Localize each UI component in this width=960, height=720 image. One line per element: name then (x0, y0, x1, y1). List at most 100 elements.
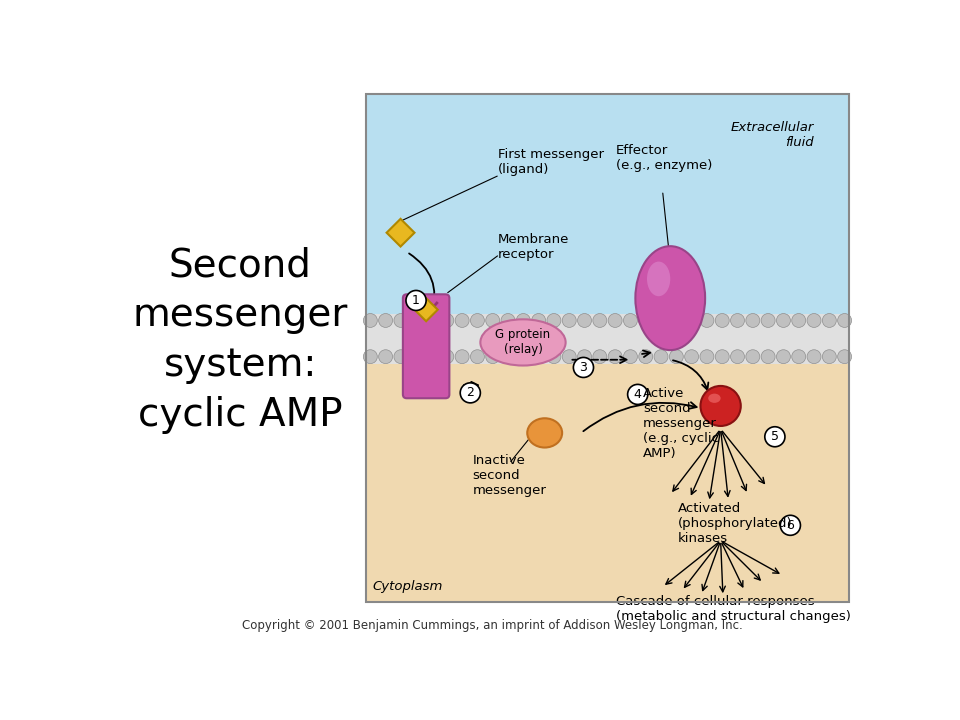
Circle shape (573, 357, 593, 377)
Circle shape (823, 350, 836, 364)
Circle shape (715, 350, 730, 364)
Circle shape (608, 350, 622, 364)
Circle shape (731, 313, 745, 328)
Circle shape (516, 350, 530, 364)
Ellipse shape (636, 246, 706, 350)
Circle shape (623, 350, 637, 364)
Circle shape (378, 313, 393, 328)
Circle shape (394, 313, 408, 328)
Text: 6: 6 (786, 519, 794, 532)
Ellipse shape (527, 418, 563, 448)
Circle shape (516, 313, 530, 328)
Circle shape (623, 313, 637, 328)
Circle shape (378, 350, 393, 364)
Text: Inactive
second
messenger: Inactive second messenger (472, 454, 546, 498)
Text: Cascade of cellular responses
(metabolic and structural changes): Cascade of cellular responses (metabolic… (616, 595, 851, 623)
Circle shape (363, 313, 377, 328)
Text: G protein
(relay): G protein (relay) (495, 328, 551, 356)
Circle shape (440, 313, 454, 328)
Circle shape (440, 350, 454, 364)
Text: Activated
(phosphorylated)
kinases: Activated (phosphorylated) kinases (678, 502, 793, 545)
Text: First messenger
(ligand): First messenger (ligand) (498, 148, 604, 176)
Circle shape (578, 313, 591, 328)
Circle shape (654, 313, 668, 328)
Text: 3: 3 (580, 361, 588, 374)
Bar (367, 94, 849, 313)
Circle shape (731, 350, 745, 364)
Circle shape (424, 350, 439, 364)
Circle shape (501, 350, 515, 364)
Text: Extracellular
fluid: Extracellular fluid (731, 121, 814, 149)
Circle shape (363, 350, 377, 364)
Circle shape (761, 313, 775, 328)
Text: 2: 2 (467, 387, 474, 400)
Circle shape (654, 350, 668, 364)
Circle shape (777, 350, 790, 364)
Polygon shape (415, 298, 438, 321)
Circle shape (823, 313, 836, 328)
Circle shape (777, 313, 790, 328)
Ellipse shape (480, 320, 565, 366)
Text: Cytoplasm: Cytoplasm (372, 580, 443, 593)
Circle shape (700, 313, 714, 328)
Circle shape (746, 350, 759, 364)
Circle shape (409, 313, 423, 328)
Circle shape (424, 313, 439, 328)
Bar (367, 313, 849, 364)
Circle shape (547, 350, 561, 364)
Circle shape (792, 313, 805, 328)
Bar (367, 364, 849, 603)
Text: 1: 1 (412, 294, 420, 307)
Circle shape (669, 350, 684, 364)
Circle shape (470, 313, 485, 328)
Circle shape (455, 350, 469, 364)
Circle shape (563, 350, 576, 364)
Circle shape (684, 350, 699, 364)
Bar (367, 313, 849, 364)
Circle shape (532, 350, 545, 364)
Circle shape (470, 350, 485, 364)
FancyBboxPatch shape (403, 294, 449, 398)
Circle shape (409, 350, 423, 364)
Text: 5: 5 (771, 431, 779, 444)
Circle shape (638, 313, 653, 328)
Circle shape (700, 350, 714, 364)
Circle shape (406, 290, 426, 310)
Circle shape (593, 313, 607, 328)
Circle shape (608, 313, 622, 328)
Text: Active
second
messenger
(e.g., cyclic
AMP): Active second messenger (e.g., cyclic AM… (643, 387, 719, 459)
Ellipse shape (708, 394, 721, 403)
Circle shape (792, 350, 805, 364)
Circle shape (807, 313, 821, 328)
Circle shape (761, 350, 775, 364)
Bar (367, 94, 849, 603)
Circle shape (701, 386, 741, 426)
Circle shape (563, 313, 576, 328)
Text: Membrane
receptor: Membrane receptor (498, 233, 569, 261)
Circle shape (838, 350, 852, 364)
Circle shape (715, 313, 730, 328)
Circle shape (455, 313, 469, 328)
Text: Effector
(e.g., enzyme): Effector (e.g., enzyme) (616, 144, 712, 172)
Text: Second
messenger
system:
cyclic AMP: Second messenger system: cyclic AMP (132, 246, 348, 434)
Circle shape (838, 313, 852, 328)
Circle shape (394, 350, 408, 364)
Circle shape (460, 383, 480, 403)
Circle shape (486, 313, 500, 328)
Circle shape (669, 313, 684, 328)
Circle shape (638, 350, 653, 364)
Circle shape (501, 313, 515, 328)
Circle shape (578, 350, 591, 364)
Circle shape (746, 313, 759, 328)
Circle shape (532, 313, 545, 328)
Polygon shape (387, 219, 415, 246)
Circle shape (807, 350, 821, 364)
Circle shape (684, 313, 699, 328)
Circle shape (765, 427, 785, 446)
Ellipse shape (647, 261, 670, 296)
Text: Copyright © 2001 Benjamin Cummings, an imprint of Addison Wesley Longman, Inc.: Copyright © 2001 Benjamin Cummings, an i… (242, 618, 742, 631)
Circle shape (593, 350, 607, 364)
Text: 4: 4 (634, 388, 641, 401)
Circle shape (780, 516, 801, 535)
Circle shape (628, 384, 648, 405)
